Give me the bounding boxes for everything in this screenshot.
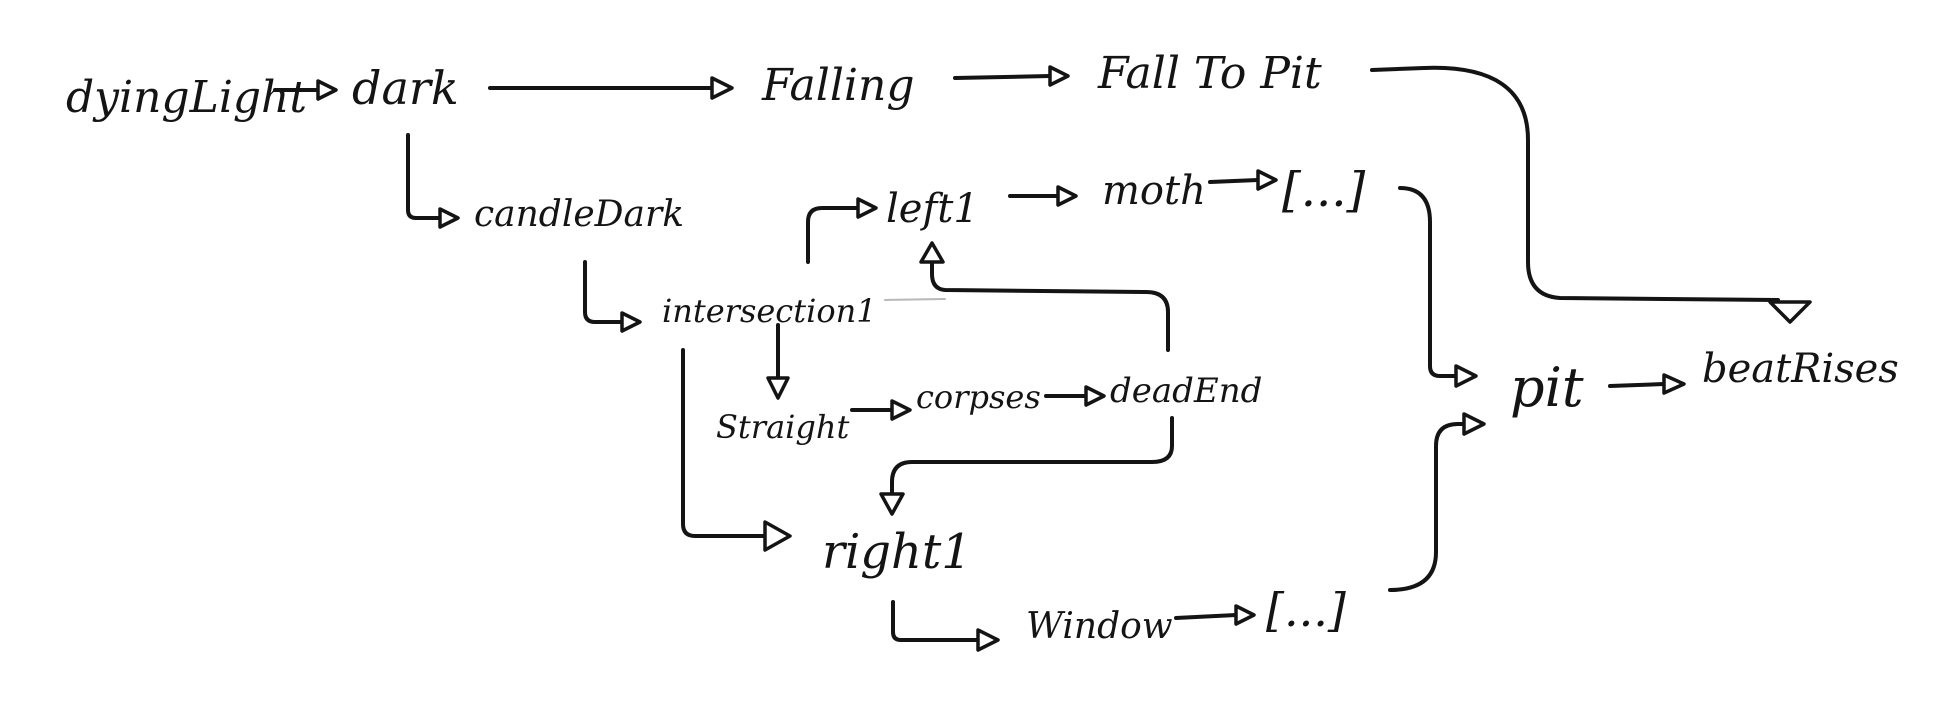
edge-candledark-to-intersection1 [583, 260, 642, 333]
edge-falltopit-to-beatrises [1370, 65, 1812, 324]
edge-window-continuation-to-pit [1388, 412, 1486, 592]
faint-stroke [884, 298, 946, 301]
node-moth-continuation: [...] [1282, 162, 1366, 218]
node-moth: moth [1102, 168, 1206, 214]
node-pit: pit [1510, 356, 1584, 419]
edges [273, 65, 1812, 652]
edge-right1-to-window [891, 600, 1000, 652]
edge-window-to-window-continuation [1174, 604, 1256, 626]
edge-intersection1-to-left1 [806, 197, 878, 264]
node-intersection1: intersection1 [662, 292, 877, 330]
edge-deadend-to-right1 [879, 416, 1174, 516]
node-left1: left1 [886, 186, 979, 232]
node-beatrises: beatRises [1702, 346, 1899, 392]
edge-intersection1-to-right1 [681, 348, 792, 552]
node-right1: right1 [822, 524, 972, 580]
edge-straight-to-corpses [850, 399, 912, 421]
node-window-continuation: [...] [1266, 583, 1346, 637]
edge-moth-to-moth-continuation [1208, 169, 1278, 191]
node-window: Window [1026, 606, 1173, 647]
node-deadend: deadEnd [1110, 371, 1262, 411]
edge-falling-to-falltopit [953, 65, 1070, 87]
node-dyinglight: dyingLight [66, 72, 307, 123]
edge-dyinglight-to-dark [273, 79, 338, 101]
node-fall-to-pit: Fall To Pit [1097, 48, 1322, 99]
edge-corpses-to-deadend [1044, 385, 1106, 407]
node-falling: Falling [761, 60, 915, 111]
edge-dark-to-falling [488, 76, 734, 100]
node-dark: dark [352, 61, 459, 115]
nodes: dyingLight dark Falling Fall To Pit cand… [66, 48, 1899, 647]
edge-left1-to-moth [1008, 185, 1078, 207]
node-corpses: corpses [916, 378, 1041, 416]
node-candledark: candleDark [474, 194, 684, 235]
edge-moth-continuation-to-pit [1398, 186, 1478, 388]
node-straight: Straight [716, 408, 849, 446]
edge-deadend-to-left1 [919, 241, 1170, 352]
edge-dark-to-candledark [406, 133, 460, 229]
edge-intersection1-to-straight [766, 323, 790, 400]
edge-pit-to-beatrises [1608, 373, 1686, 395]
